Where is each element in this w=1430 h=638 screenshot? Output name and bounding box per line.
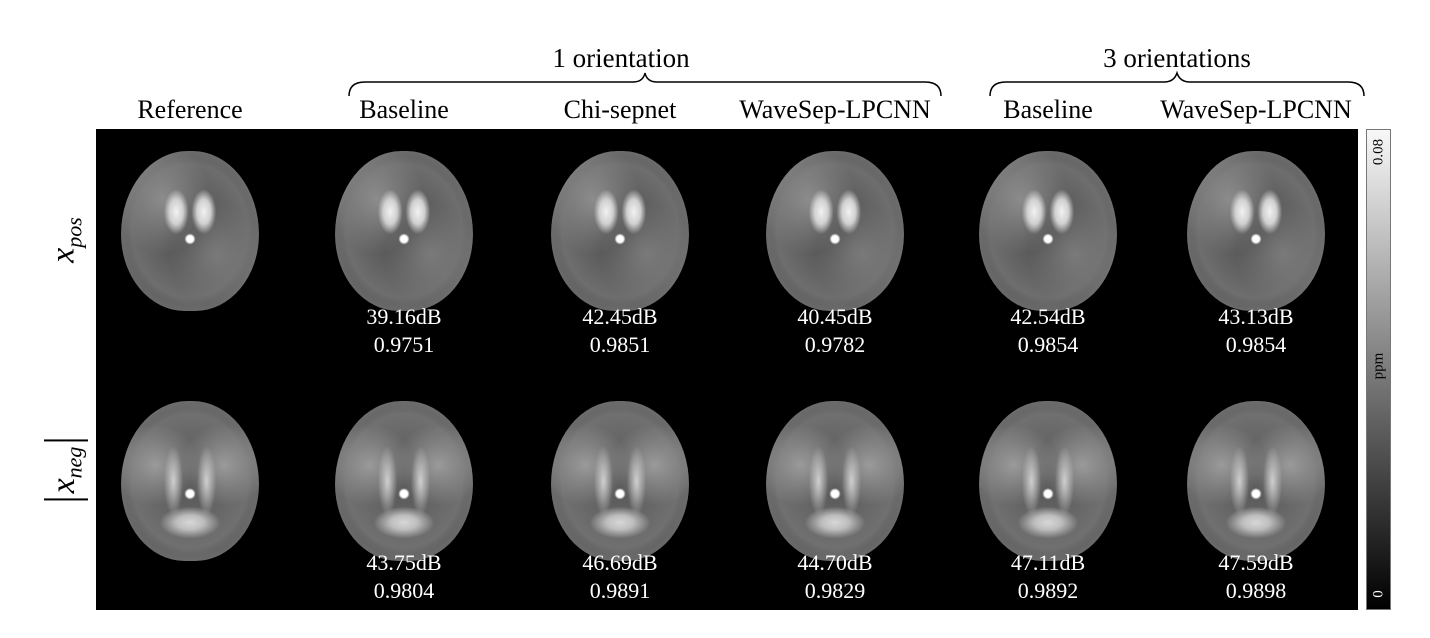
psnr-neg-baseline-1: 43.75dB xyxy=(366,550,442,575)
row-label-x-pos: xpos xyxy=(45,217,88,263)
colorbar-unit-label: ppm xyxy=(1370,352,1387,380)
brain-image-neg-baseline-1 xyxy=(335,401,473,561)
ssim-pos-wavesep-1: 0.9782 xyxy=(804,332,866,357)
psnr-neg-wavesep-1: 44.70dB xyxy=(797,550,873,575)
brain-image-neg-wavesep-3 xyxy=(1187,401,1325,561)
column-label-wavesep-lpcnn-1: WaveSep-LPCNN xyxy=(739,95,931,124)
brace-three-orientations xyxy=(989,70,1365,97)
brain-image-neg-reference xyxy=(121,401,259,561)
brace-one-orientation xyxy=(348,72,942,97)
row-label-x-pos-symbol: x xyxy=(44,247,82,263)
ssim-pos-baseline-1: 0.9751 xyxy=(373,332,435,357)
brain-image-pos-chi-sepnet xyxy=(551,151,689,311)
brain-image-neg-wavesep-1 xyxy=(766,401,904,561)
brain-image-neg-baseline-3 xyxy=(979,401,1117,561)
ssim-neg-baseline-3: 0.9892 xyxy=(1017,578,1079,603)
brain-image-pos-baseline-3 xyxy=(979,151,1117,311)
ssim-neg-wavesep-1: 0.9829 xyxy=(804,578,866,603)
brain-image-pos-baseline-1 xyxy=(335,151,473,311)
ssim-pos-wavesep-3: 0.9854 xyxy=(1225,332,1287,357)
psnr-pos-chi-sepnet: 42.45dB xyxy=(582,304,658,329)
absolute-bar-right xyxy=(44,439,88,442)
colorbar: 0.08 ppm 0 xyxy=(1366,129,1391,610)
image-panel: 39.16dB 0.9751 42.45dB 0.9851 40.45dB 0.… xyxy=(96,129,1358,610)
group-label-three-orientations: 3 orientations xyxy=(1103,43,1251,73)
ssim-neg-wavesep-3: 0.9898 xyxy=(1225,578,1287,603)
absolute-bar-left xyxy=(44,498,88,501)
psnr-pos-baseline-3: 42.54dB xyxy=(1010,304,1086,329)
colorbar-min-label: 0 xyxy=(1370,590,1387,598)
psnr-pos-wavesep-1: 40.45dB xyxy=(797,304,873,329)
colorbar-max-label: 0.08 xyxy=(1370,138,1387,166)
brain-image-pos-wavesep-1 xyxy=(766,151,904,311)
column-label-wavesep-lpcnn-3: WaveSep-LPCNN xyxy=(1160,95,1352,124)
brain-image-pos-reference xyxy=(121,151,259,311)
brain-image-pos-wavesep-3 xyxy=(1187,151,1325,311)
column-label-chi-sepnet: Chi-sepnet xyxy=(563,95,677,124)
psnr-neg-chi-sepnet: 46.69dB xyxy=(582,550,658,575)
psnr-pos-baseline-1: 39.16dB xyxy=(366,304,442,329)
row-label-x-neg-symbol: x xyxy=(44,478,82,494)
ssim-pos-chi-sepnet: 0.9851 xyxy=(589,332,651,357)
brain-image-neg-chi-sepnet xyxy=(551,401,689,561)
ssim-neg-chi-sepnet: 0.9891 xyxy=(589,578,651,603)
psnr-neg-baseline-3: 47.11dB xyxy=(1010,550,1086,575)
row-label-x-neg-subscript: neg xyxy=(61,446,87,479)
row-label-x-neg: xneg xyxy=(44,435,88,506)
column-label-baseline-1: Baseline xyxy=(359,95,449,124)
psnr-pos-wavesep-3: 43.13dB xyxy=(1218,304,1294,329)
group-label-one-orientation: 1 orientation xyxy=(552,43,690,73)
psnr-neg-wavesep-3: 47.59dB xyxy=(1218,550,1294,575)
column-label-baseline-3: Baseline xyxy=(1003,95,1093,124)
ssim-neg-baseline-1: 0.9804 xyxy=(373,578,435,603)
row-label-x-pos-subscript: pos xyxy=(61,217,87,248)
column-label-reference: Reference xyxy=(137,95,243,124)
ssim-pos-baseline-3: 0.9854 xyxy=(1017,332,1079,357)
